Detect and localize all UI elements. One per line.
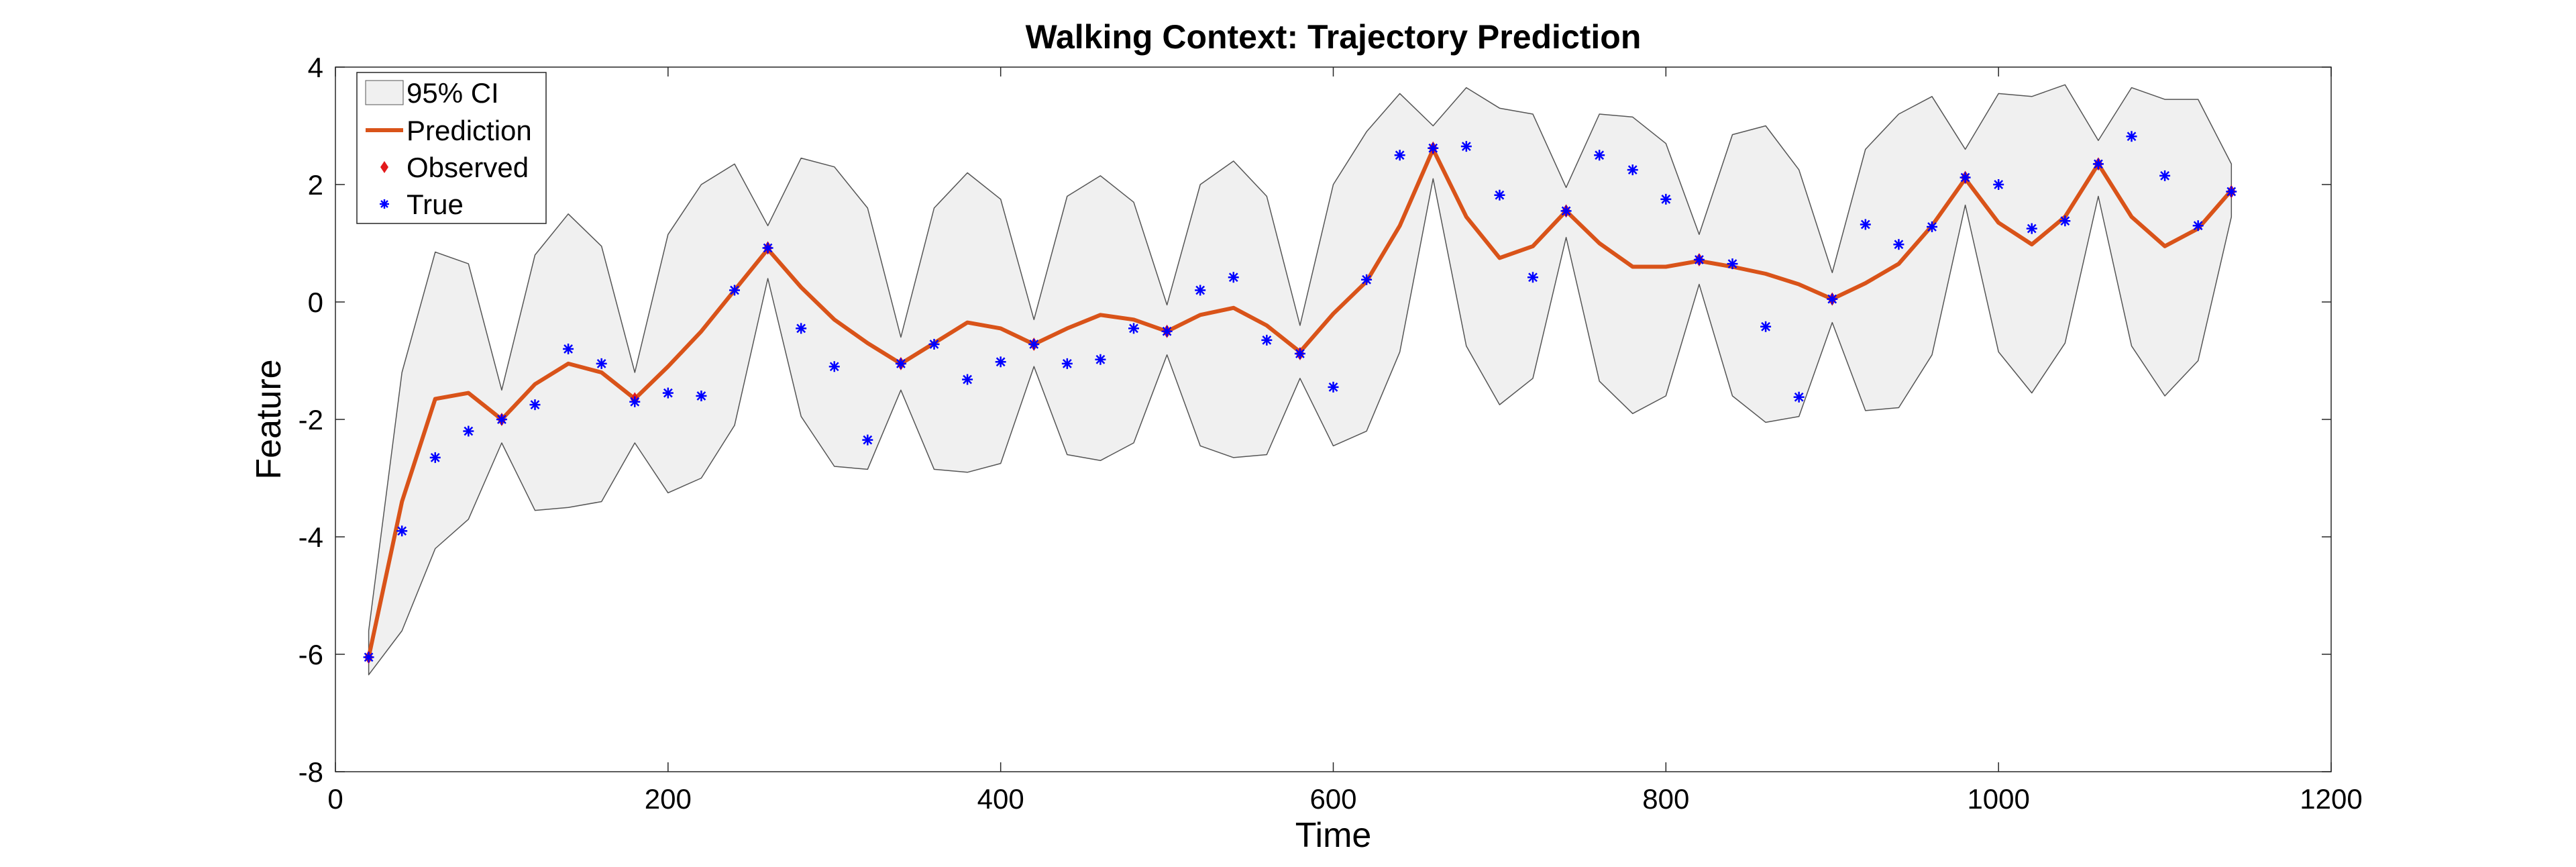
true-point [2159, 170, 2171, 181]
true-point [796, 323, 807, 334]
ci-band [368, 84, 2233, 676]
true-point [762, 242, 773, 254]
y-tick-label: -8 [299, 756, 323, 788]
marker-layer [363, 131, 2237, 664]
true-point [629, 396, 641, 407]
true-point [1061, 358, 1073, 369]
true-point [1993, 179, 2004, 190]
true-point [463, 425, 474, 437]
true-point [1693, 254, 1705, 265]
true-point [1793, 391, 1805, 403]
x-tick-label: 0 [327, 783, 343, 815]
legend-label-prediction: Prediction [407, 115, 532, 146]
legend-label-observed: Observed [407, 152, 529, 183]
true-point [1893, 239, 1904, 250]
true-point [828, 361, 840, 372]
true-point [1627, 164, 1638, 176]
true-point [729, 285, 740, 296]
true-point [1760, 321, 1772, 332]
true-point [1428, 142, 1439, 154]
x-tick-label: 600 [1309, 783, 1356, 815]
true-point [396, 525, 408, 537]
true-point [1827, 293, 1838, 305]
true-point [1095, 354, 1106, 365]
true-point [1727, 258, 1738, 270]
true-point [862, 434, 873, 446]
true-point [363, 652, 374, 663]
true-point [1494, 189, 1505, 201]
true-point [1261, 334, 1273, 346]
true-point [2092, 158, 2104, 170]
true-point [696, 391, 707, 401]
y-tick-label: -4 [299, 521, 323, 553]
true-point [1527, 272, 1538, 283]
y-axis-label: Feature [250, 359, 288, 479]
x-tick-label: 1200 [2300, 783, 2362, 815]
true-point [1560, 205, 1572, 217]
true-point [1860, 219, 1871, 230]
true-point [1128, 323, 1139, 334]
legend-label-true: True [407, 189, 464, 220]
chart-title: Walking Context: Trajectory Prediction [1026, 18, 1642, 56]
true-point [596, 358, 607, 369]
true-point [2126, 131, 2137, 142]
true-point [1195, 285, 1206, 296]
true-point [1927, 221, 1937, 232]
x-tick-label: 200 [645, 783, 692, 815]
true-point [1960, 172, 1971, 183]
true-point [1028, 339, 1040, 350]
y-tick-label: 0 [308, 287, 323, 318]
true-point [529, 399, 541, 411]
ci-layer [368, 84, 2233, 676]
x-tick-label: 800 [1642, 783, 1689, 815]
true-point [563, 344, 574, 354]
true-point [928, 339, 940, 350]
true-point [1594, 150, 1605, 161]
x-axis-label: Time [1295, 816, 1372, 855]
true-point [1361, 274, 1373, 285]
x-tick-label: 400 [977, 783, 1024, 815]
legend-swatch-observed [380, 161, 388, 173]
true-point [2192, 220, 2204, 232]
true-point [429, 452, 441, 463]
true-point [1394, 150, 1405, 161]
true-point [1660, 193, 1672, 205]
true-point [995, 356, 1006, 368]
legend: 95% CI Prediction Observed True [356, 72, 547, 224]
y-tick-label: -6 [299, 639, 323, 670]
true-point [1161, 325, 1173, 337]
true-point [962, 374, 973, 385]
x-tick-label: 1000 [1967, 783, 2029, 815]
legend-swatch-true [380, 199, 389, 209]
axis-ticks: 0 200 400 600 800 1000 1200 -8 -6 -4 -2 0 2 4 [299, 52, 2363, 815]
legend-label-ci: 95% CI [407, 77, 499, 109]
legend-swatch-ci [365, 80, 404, 105]
true-point [1328, 381, 1339, 393]
true-point [1294, 348, 1305, 359]
y-tick-label: 4 [308, 52, 323, 83]
true-point [2059, 215, 2071, 227]
true-point [895, 358, 906, 369]
y-tick-label: -2 [299, 404, 323, 436]
true-point [662, 387, 674, 399]
true-point [2226, 186, 2237, 197]
y-tick-label: 2 [308, 169, 323, 201]
true-point [1228, 272, 1239, 283]
true-point [2026, 223, 2037, 234]
true-point [496, 414, 507, 425]
true-point [1460, 141, 1472, 152]
